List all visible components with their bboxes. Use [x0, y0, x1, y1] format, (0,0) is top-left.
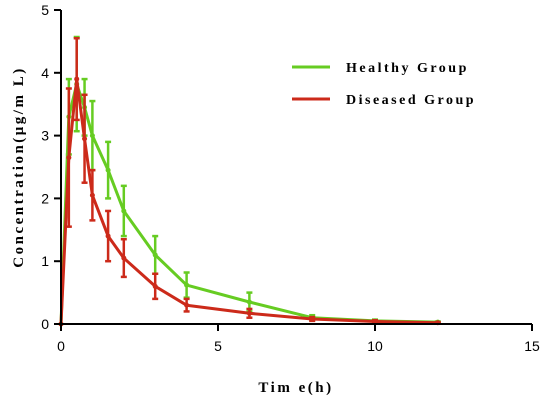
- legend-label-healthy: Healthy Group: [346, 61, 469, 76]
- y-axis-title: Concentration(μg/m L): [11, 66, 27, 267]
- x-axis-ticks: 0 5 10 15: [57, 324, 540, 354]
- x-tick-label-3: 15: [524, 338, 540, 354]
- series-0: [58, 35, 441, 327]
- y-tick-label-3: 3: [41, 128, 49, 144]
- y-tick-label-2: 2: [41, 190, 49, 206]
- data-point-1-4: [89, 192, 95, 198]
- x-tick-label-1: 5: [214, 338, 222, 354]
- y-tick-label-5: 5: [41, 2, 49, 18]
- legend: Healthy Group Diseased Group: [292, 61, 476, 108]
- data-point-1-8: [184, 302, 190, 308]
- data-point-0-6: [121, 208, 127, 214]
- data-point-1-1: [66, 155, 72, 161]
- x-tick-label-2: 10: [367, 338, 383, 354]
- data-point-0-7: [152, 252, 158, 258]
- y-tick-label-1: 1: [41, 253, 49, 269]
- data-point-1-5: [105, 233, 111, 239]
- series-layer: [58, 35, 441, 327]
- data-point-1-11: [372, 318, 378, 324]
- data-point-0-9: [246, 299, 252, 305]
- data-point-1-9: [246, 310, 252, 316]
- legend-label-diseased: Diseased Group: [346, 93, 476, 108]
- data-point-1-3: [82, 136, 88, 142]
- data-point-0-5: [105, 167, 111, 173]
- data-point-0-4: [89, 133, 95, 139]
- x-tick-label-0: 0: [57, 338, 65, 354]
- series-line-0: [59, 82, 438, 325]
- y-tick-label-4: 4: [41, 65, 49, 81]
- x-axis-title: Tim e(h): [258, 380, 333, 396]
- y-tick-label-0: 0: [41, 316, 49, 332]
- plot-area: 0 5 10 15 0 1 2 3 4 5: [41, 2, 540, 354]
- data-point-1-6: [121, 255, 127, 261]
- y-axis-ticks: 0 1 2 3 4 5: [41, 2, 61, 332]
- series-line-1: [59, 77, 438, 325]
- data-point-1-2: [74, 76, 80, 82]
- data-point-1-10: [309, 316, 315, 322]
- series-1: [58, 37, 441, 327]
- data-point-1-7: [152, 283, 158, 289]
- data-point-0-8: [184, 282, 190, 288]
